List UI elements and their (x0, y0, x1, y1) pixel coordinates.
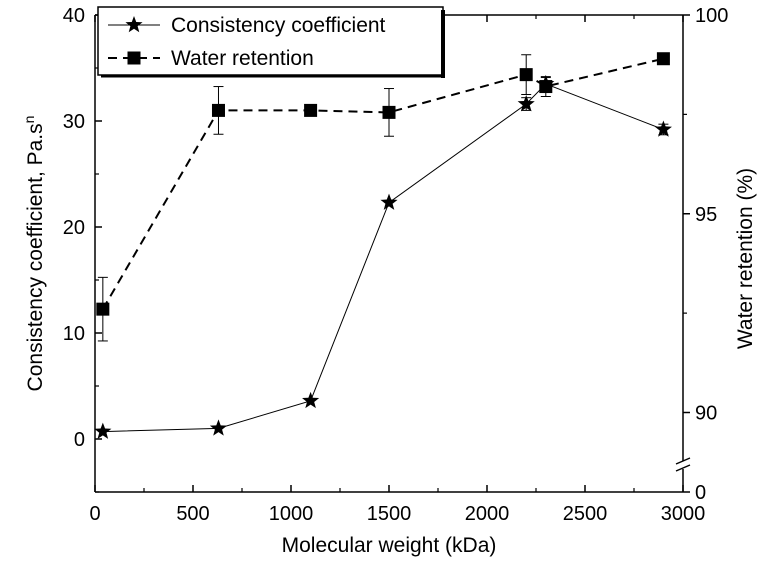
legend-label: Water retention (171, 47, 314, 70)
series-consistency (94, 74, 672, 439)
series-layer (94, 52, 672, 439)
series-line (101, 57, 664, 310)
star-marker (380, 193, 398, 210)
square-marker (304, 103, 318, 117)
x-tick-label: 3000 (661, 503, 706, 525)
axis-break-gap (677, 461, 689, 469)
y-left-tick-label: 40 (63, 5, 85, 27)
y-right-axis-label: Water retention (%) (734, 168, 757, 349)
x-tick-label: 1000 (269, 503, 314, 525)
star-marker (302, 391, 320, 409)
axis-break-mark (675, 457, 691, 465)
x-tick-label: 1500 (367, 503, 412, 525)
square-marker (656, 52, 670, 66)
x-tick-label: 0 (89, 503, 100, 525)
legend-label: Consistency coefficient (171, 14, 386, 37)
y-left-tick-label: 20 (63, 217, 85, 239)
y-left-tick-label: 10 (63, 323, 85, 345)
square-marker (211, 103, 225, 117)
star-marker (209, 419, 228, 436)
star-marker (125, 16, 143, 33)
square-marker (382, 105, 396, 119)
series-line (102, 83, 664, 433)
x-tick-label: 2500 (563, 503, 608, 525)
x-tick-label: 2000 (465, 503, 510, 525)
square-marker (96, 302, 110, 316)
star-marker (517, 95, 535, 112)
square-marker (127, 51, 141, 65)
axis-break-mark (675, 464, 691, 472)
y-right-tick-label: 0 (695, 482, 706, 504)
square-marker (519, 68, 533, 82)
star-marker (94, 422, 112, 439)
y-left-tick-label: 30 (63, 111, 85, 133)
x-axis-label: Molecular weight (kDa) (282, 534, 497, 557)
y-left-axis-label-superscript: n (21, 116, 37, 124)
y-right-tick-label: 95 (695, 204, 717, 226)
square-marker (539, 80, 553, 94)
y-right-tick-label: 100 (695, 5, 728, 27)
y-right-tick-label: 90 (695, 403, 717, 425)
y-left-tick-label: 0 (74, 429, 85, 451)
x-tick-label: 500 (176, 503, 209, 525)
legend: Consistency coefficient Water retention (97, 6, 445, 78)
star-marker (654, 120, 672, 137)
axes-layer: 0 500 1000 1500 2000 2500 30000102030400909510… (21, 5, 757, 557)
y-left-axis-label: Consistency coefficient, Pa.sn (21, 116, 47, 392)
series-water-retention (96, 52, 670, 342)
